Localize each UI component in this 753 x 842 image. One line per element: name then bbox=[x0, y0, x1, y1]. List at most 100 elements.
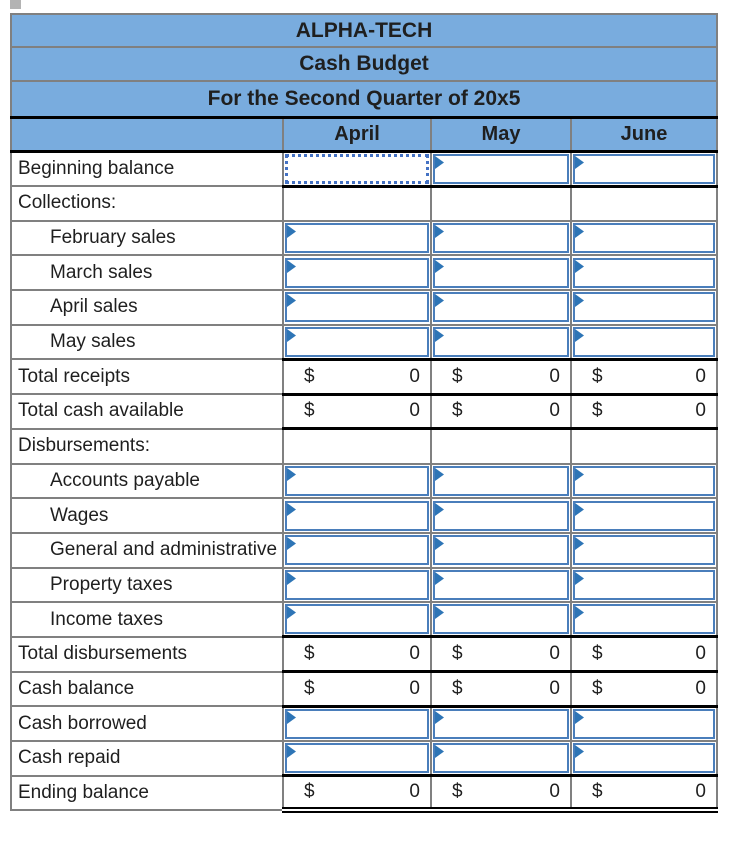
answer-flag-icon bbox=[575, 225, 584, 239]
row-label: Cash balance bbox=[10, 670, 284, 708]
answer-flag-icon bbox=[435, 745, 444, 759]
amount-value: 0 bbox=[695, 400, 706, 422]
computed-value: $0 bbox=[433, 366, 569, 388]
amount-value: 0 bbox=[409, 643, 420, 665]
answer-input-cell[interactable] bbox=[573, 326, 715, 357]
row-label: Wages bbox=[10, 497, 284, 534]
answer-flag-icon bbox=[287, 328, 296, 342]
answer-input-cell[interactable] bbox=[433, 465, 569, 496]
amount-value: 0 bbox=[409, 677, 420, 699]
answer-flag-icon bbox=[287, 537, 296, 551]
answer-input-cell[interactable] bbox=[573, 708, 715, 739]
answer-input-cell[interactable] bbox=[573, 604, 715, 634]
answer-input-cell[interactable] bbox=[573, 292, 715, 323]
scrollbar-artifact bbox=[10, 0, 21, 9]
answer-cell-container bbox=[430, 219, 572, 257]
answer-input-cell[interactable] bbox=[573, 223, 715, 254]
answer-flag-icon bbox=[435, 710, 444, 724]
answer-input-cell[interactable] bbox=[285, 223, 429, 254]
title-row-report: Cash Budget bbox=[10, 46, 718, 82]
currency-symbol: $ bbox=[452, 781, 463, 803]
computed-value: $0 bbox=[433, 400, 569, 422]
answer-input-cell[interactable] bbox=[285, 604, 429, 634]
answer-input-cell[interactable] bbox=[573, 535, 715, 566]
answer-input-cell[interactable] bbox=[433, 223, 569, 254]
cash-budget-table: ALPHA-TECH Cash Budget For the Second Qu… bbox=[10, 13, 718, 814]
blank-cell bbox=[570, 185, 718, 222]
answer-flag-icon bbox=[575, 328, 584, 342]
answer-flag-icon bbox=[435, 294, 444, 308]
currency-symbol: $ bbox=[592, 643, 603, 665]
answer-input-cell[interactable] bbox=[573, 743, 715, 773]
currency-symbol: $ bbox=[304, 400, 315, 422]
currency-symbol: $ bbox=[452, 677, 463, 699]
answer-input-cell[interactable] bbox=[285, 708, 429, 739]
answer-input-cell[interactable] bbox=[285, 465, 429, 496]
answer-input-cell[interactable] bbox=[433, 500, 569, 531]
answer-input-cell[interactable] bbox=[285, 326, 429, 357]
table-row: Wages bbox=[10, 497, 718, 534]
computed-value-cell: $0 bbox=[570, 774, 718, 814]
computed-value-cell: $0 bbox=[570, 670, 718, 708]
answer-input-cell[interactable] bbox=[573, 153, 715, 183]
table-row: February sales bbox=[10, 219, 718, 257]
computed-value: $0 bbox=[573, 366, 715, 388]
blank-cell bbox=[570, 427, 718, 465]
answer-flag-icon bbox=[575, 571, 584, 585]
blank-cell bbox=[282, 427, 432, 465]
row-label: February sales bbox=[10, 219, 284, 257]
answer-input-cell[interactable] bbox=[433, 708, 569, 739]
table-row: Cash borrowed bbox=[10, 705, 718, 742]
answer-input-cell[interactable] bbox=[285, 535, 429, 566]
answer-input-cell[interactable] bbox=[433, 604, 569, 634]
answer-input-cell[interactable] bbox=[573, 569, 715, 600]
table-row: Cash repaid bbox=[10, 740, 718, 778]
column-header-june: June bbox=[570, 116, 718, 153]
answer-input-cell[interactable] bbox=[573, 465, 715, 496]
computed-value: $0 bbox=[433, 643, 569, 665]
answer-flag-icon bbox=[435, 502, 444, 516]
row-label: Beginning balance bbox=[10, 150, 284, 187]
currency-symbol: $ bbox=[452, 643, 463, 665]
answer-input-cell[interactable] bbox=[573, 500, 715, 531]
amount-value: 0 bbox=[549, 677, 560, 699]
answer-cell-container bbox=[570, 531, 718, 569]
answer-input-cell[interactable] bbox=[285, 257, 429, 288]
answer-input-cell[interactable] bbox=[433, 535, 569, 566]
answer-cell-container bbox=[430, 323, 572, 361]
answer-input-cell[interactable] bbox=[433, 326, 569, 357]
answer-input-cell[interactable] bbox=[285, 743, 429, 773]
computed-value: $0 bbox=[433, 781, 569, 803]
answer-flag-icon bbox=[435, 259, 444, 273]
answer-cell-container bbox=[282, 462, 432, 500]
answer-flag-icon bbox=[435, 225, 444, 239]
table-row: April sales bbox=[10, 289, 718, 326]
answer-flag-icon bbox=[287, 259, 296, 273]
amount-value: 0 bbox=[409, 365, 420, 387]
row-label: May sales bbox=[10, 323, 284, 361]
answer-flag-icon bbox=[435, 537, 444, 551]
currency-symbol: $ bbox=[304, 643, 315, 665]
answer-input-cell[interactable] bbox=[573, 257, 715, 288]
row-label: Cash borrowed bbox=[10, 705, 284, 742]
answer-input-cell[interactable] bbox=[285, 500, 429, 531]
answer-input-cell[interactable] bbox=[433, 569, 569, 600]
answer-input-cell[interactable] bbox=[433, 257, 569, 288]
currency-symbol: $ bbox=[592, 400, 603, 422]
answer-cell-container bbox=[282, 219, 432, 257]
answer-flag-icon bbox=[575, 537, 584, 551]
selected-answer-input-cell[interactable] bbox=[285, 153, 429, 183]
blank-cell bbox=[430, 427, 572, 465]
answer-input-cell[interactable] bbox=[433, 743, 569, 773]
answer-input-cell[interactable] bbox=[433, 292, 569, 323]
answer-input-cell[interactable] bbox=[285, 292, 429, 323]
table-row: Property taxes bbox=[10, 566, 718, 604]
answer-input-cell[interactable] bbox=[433, 153, 569, 183]
table-row: Collections: bbox=[10, 185, 718, 222]
answer-input-cell[interactable] bbox=[285, 569, 429, 600]
computed-value: $0 bbox=[285, 400, 429, 422]
blank-cell bbox=[430, 185, 572, 222]
answer-flag-icon bbox=[435, 467, 444, 481]
column-header-row: April May June bbox=[10, 116, 718, 153]
